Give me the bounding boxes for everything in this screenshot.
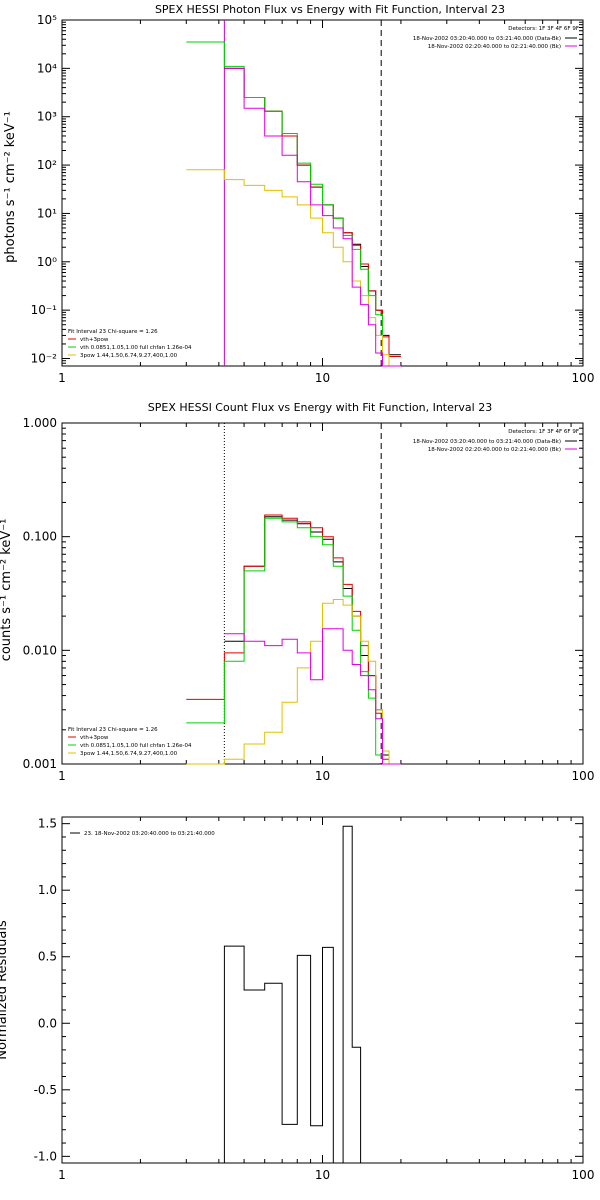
chart-title: SPEX HESSI Count Flux vs Energy with Fit… (148, 401, 492, 414)
y-tick-label: 0.001 (23, 757, 57, 771)
x-tick-label: 1 (58, 769, 66, 783)
y-tick-label: 1.000 (23, 416, 57, 430)
fit-legend-item-label: vth 0.0851,1.05,1.00 full chfan 1.26e-04 (80, 743, 192, 749)
y-tick-label: 10¹ (37, 206, 57, 220)
y-tick-label: 0.010 (23, 643, 57, 657)
x-tick-label: 10 (315, 1168, 330, 1182)
y-tick-label: 0.5 (38, 950, 57, 964)
y-tick-label: 1.0 (38, 883, 57, 897)
plot-frame (61, 422, 584, 765)
y-tick-label: 10⁵ (37, 13, 57, 27)
x-tick-label: 10 (315, 769, 330, 783)
x-tick-label: 100 (572, 371, 595, 385)
x-tick-label: 1 (58, 371, 66, 385)
legend-item-label: 18-Nov-2002 03:20:40.000 to 03:21:40.000… (413, 36, 561, 42)
series-vth (186, 41, 401, 367)
fit-legend-header: Fit Interval 23 Chi-square = 1.26 (68, 727, 158, 733)
series-data (224, 67, 401, 356)
fit-legend-header: Fit Interval 23 Chi-square = 1.26 (68, 329, 158, 335)
y-tick-label: 0.100 (23, 530, 57, 544)
count-flux-panel: SPEX HESSI Count Flux vs Energy with Fit… (0, 401, 594, 783)
legend-item-label: 18-Nov-2002 03:20:40.000 to 03:21:40.000… (413, 439, 561, 445)
x-tick-label: 1 (58, 1168, 66, 1182)
y-tick-label: 10² (37, 158, 57, 172)
legend-header: Detectors: 1F 3F 4F 6F 9F (508, 429, 579, 435)
y-tick-label: -1.0 (34, 1149, 57, 1163)
photon-flux-panel: SPEX HESSI Photon Flux vs Energy with Fi… (3, 3, 594, 385)
series-3pow (186, 599, 401, 765)
y-axis-label: Normalized Residuals (0, 920, 10, 1060)
series-bk (224, 628, 401, 765)
y-tick-label: 10⁴ (37, 61, 57, 75)
series-residuals (223, 825, 376, 1164)
y-tick-label: -0.5 (34, 1083, 57, 1097)
y-tick-label: 10⁰ (37, 255, 57, 269)
legend-header: Detectors: 1F 3F 4F 6F 9F (508, 26, 579, 32)
legend-item-label: 18-Nov-2002 02:20:40.000 to 02:21:40.000… (428, 447, 561, 453)
fit-legend-item-label: 3pow 1.44,1.50,6.74,9.27,400,1.00 (80, 751, 178, 757)
y-tick-label: 10³ (37, 110, 57, 124)
series-vth (186, 517, 401, 765)
fit-legend-item-label: vth+3pow (80, 735, 109, 741)
residuals-panel: Normalized Residuals 1 10 100 -1.0 -0.5 0.0 0.… (0, 816, 595, 1182)
y-axis-label: counts s⁻¹ cm⁻² keV⁻¹ (0, 519, 14, 662)
x-tick-label: 100 (572, 1168, 595, 1182)
x-tick-label: 10 (315, 371, 330, 385)
fit-legend-item-label: 3pow 1.44,1.50,6.74,9.27,400,1.00 (80, 353, 178, 359)
y-axis-label: photons s⁻¹ cm⁻² keV⁻¹ (3, 111, 18, 263)
legend-item-label: 18-Nov-2002 02:20:40.000 to 02:21:40.000… (428, 44, 561, 50)
fit-legend-item-label: vth+3pow (80, 337, 109, 343)
series-vth3pow (224, 67, 401, 357)
x-tick-label: 100 (572, 769, 595, 783)
series-data (224, 516, 401, 765)
series-bk (224, 67, 401, 367)
fit-legend-item-label: vth 0.0851,1.05,1.00 full chfan 1.26e-04 (80, 345, 192, 351)
y-tick-label: 0.0 (38, 1016, 57, 1030)
chart-title: SPEX HESSI Photon Flux vs Energy with Fi… (155, 3, 505, 16)
y-tick-label: 1.5 (38, 817, 57, 831)
legend-item-label: 23. 18-Nov-2002 03:20:40.000 to 03:21:40… (84, 831, 215, 837)
y-tick-label: 10⁻² (31, 352, 58, 366)
y-tick-label: 10⁻¹ (31, 303, 58, 317)
